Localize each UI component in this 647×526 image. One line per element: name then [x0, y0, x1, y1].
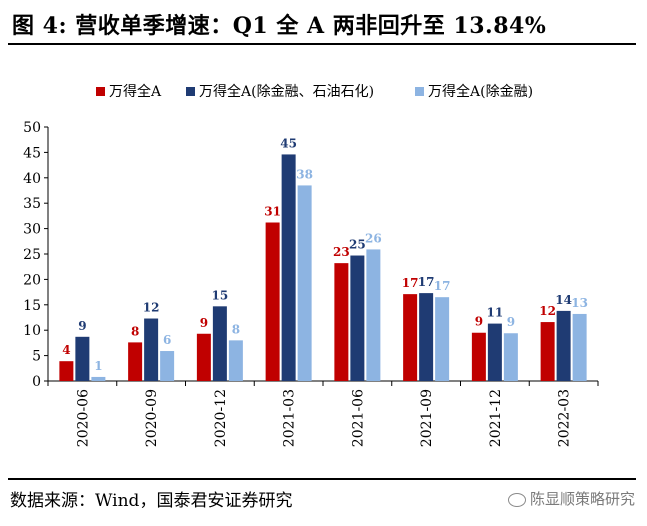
- bar-3-2021-06: [366, 249, 381, 381]
- data-label: 25: [349, 238, 366, 252]
- x-tick-label: 2021-06: [350, 389, 366, 447]
- bar-3-2022-03: [572, 313, 587, 381]
- bar-1-2021-03: [265, 222, 280, 381]
- data-label: 26: [365, 231, 382, 245]
- bar-2-2022-03: [556, 310, 571, 381]
- bar-2-2020-06: [75, 336, 90, 381]
- data-label: 8: [232, 322, 240, 336]
- watermark-text: 陈显顺策略研究: [529, 490, 635, 508]
- y-tick-label: 5: [32, 349, 41, 365]
- bar-2-2021-09: [419, 293, 434, 381]
- x-tick-label: 2021-09: [419, 389, 435, 447]
- legend-swatch-3: [415, 87, 424, 96]
- bar-1-2022-03: [540, 322, 555, 381]
- data-label: 9: [200, 316, 208, 330]
- data-label: 9: [78, 319, 86, 333]
- data-label: 13: [571, 296, 588, 310]
- bar-chart: 万得全A 万得全A(除金融、石油石化) 万得全A(除金融) 0 5 10 15 20 25 30 3…: [23, 83, 599, 447]
- bar-2-2021-12: [487, 323, 502, 381]
- bar-3-2020-06: [91, 376, 106, 381]
- footer-rule: [8, 478, 636, 480]
- bar-1-2020-12: [196, 333, 211, 381]
- bar-1-2021-09: [403, 294, 418, 381]
- bar-3-2020-09: [160, 351, 175, 381]
- legend-swatch-1: [96, 87, 105, 96]
- data-label: 12: [539, 304, 556, 318]
- watermark: 陈显顺策略研究: [507, 488, 635, 509]
- bar-3-2021-03: [297, 185, 312, 381]
- y-tick-label: 15: [23, 298, 41, 314]
- bar-3-2021-12: [503, 333, 518, 381]
- y-tick-label: 30: [23, 222, 41, 238]
- x-tick-label: 2021-03: [282, 389, 298, 447]
- data-label: 8: [131, 324, 139, 338]
- bar-1-2021-12: [471, 332, 486, 381]
- title-rule: [8, 43, 636, 45]
- data-label: 15: [212, 288, 229, 302]
- data-label: 14: [555, 293, 572, 307]
- bar-1-2020-06: [59, 361, 74, 381]
- x-tick-label: 2021-12: [488, 389, 504, 447]
- bar-2-2020-09: [144, 318, 159, 381]
- legend-label-3: 万得全A(除金融): [428, 83, 533, 100]
- x-tick-label: 2020-12: [213, 389, 229, 447]
- y-tick-label: 35: [23, 196, 41, 212]
- bar-3-2020-12: [228, 340, 243, 381]
- bar-1-2020-09: [128, 342, 143, 381]
- x-tick-label: 2020-06: [75, 389, 91, 447]
- bar-3-2021-09: [435, 297, 450, 381]
- y-tick-label: 20: [23, 272, 41, 288]
- data-label: 9: [507, 315, 515, 329]
- bar-2-2020-12: [212, 306, 227, 381]
- figure-title: 图 4: 营收单季增速：Q1 全 A 两非回升至 13.84%: [12, 13, 547, 39]
- y-tick-label: 40: [23, 171, 41, 187]
- y-tick-label: 0: [32, 374, 41, 390]
- x-tick-label: 2020-09: [144, 389, 160, 447]
- data-label: 6: [163, 333, 171, 347]
- legend-label-2: 万得全A(除金融、石油石化): [199, 83, 374, 100]
- data-label: 45: [280, 136, 297, 150]
- legend-swatch-2: [186, 87, 195, 96]
- data-label: 1: [94, 359, 102, 373]
- data-label: 17: [402, 276, 419, 290]
- data-label: 12: [143, 301, 160, 315]
- data-label: 4: [62, 343, 70, 357]
- x-tick-label: 2022-03: [557, 389, 573, 447]
- bar-2-2021-03: [281, 154, 296, 381]
- y-tick-label: 50: [23, 120, 41, 136]
- data-label: 9: [475, 315, 483, 329]
- source-note: 数据来源：Wind，国泰君安证券研究: [10, 491, 293, 511]
- data-label: 31: [264, 205, 281, 219]
- data-label: 11: [487, 306, 504, 320]
- data-label: 17: [418, 275, 435, 289]
- bar-1-2021-06: [334, 263, 349, 381]
- data-label: 38: [296, 167, 313, 181]
- y-tick-label: 25: [23, 247, 41, 263]
- y-tick-label: 45: [23, 145, 41, 161]
- data-label: 23: [333, 245, 350, 259]
- bar-2-2021-06: [350, 255, 365, 381]
- y-tick-label: 10: [23, 323, 41, 339]
- legend-label-1: 万得全A: [109, 83, 162, 100]
- wechat-icon: [507, 492, 526, 507]
- data-label: 17: [434, 279, 451, 293]
